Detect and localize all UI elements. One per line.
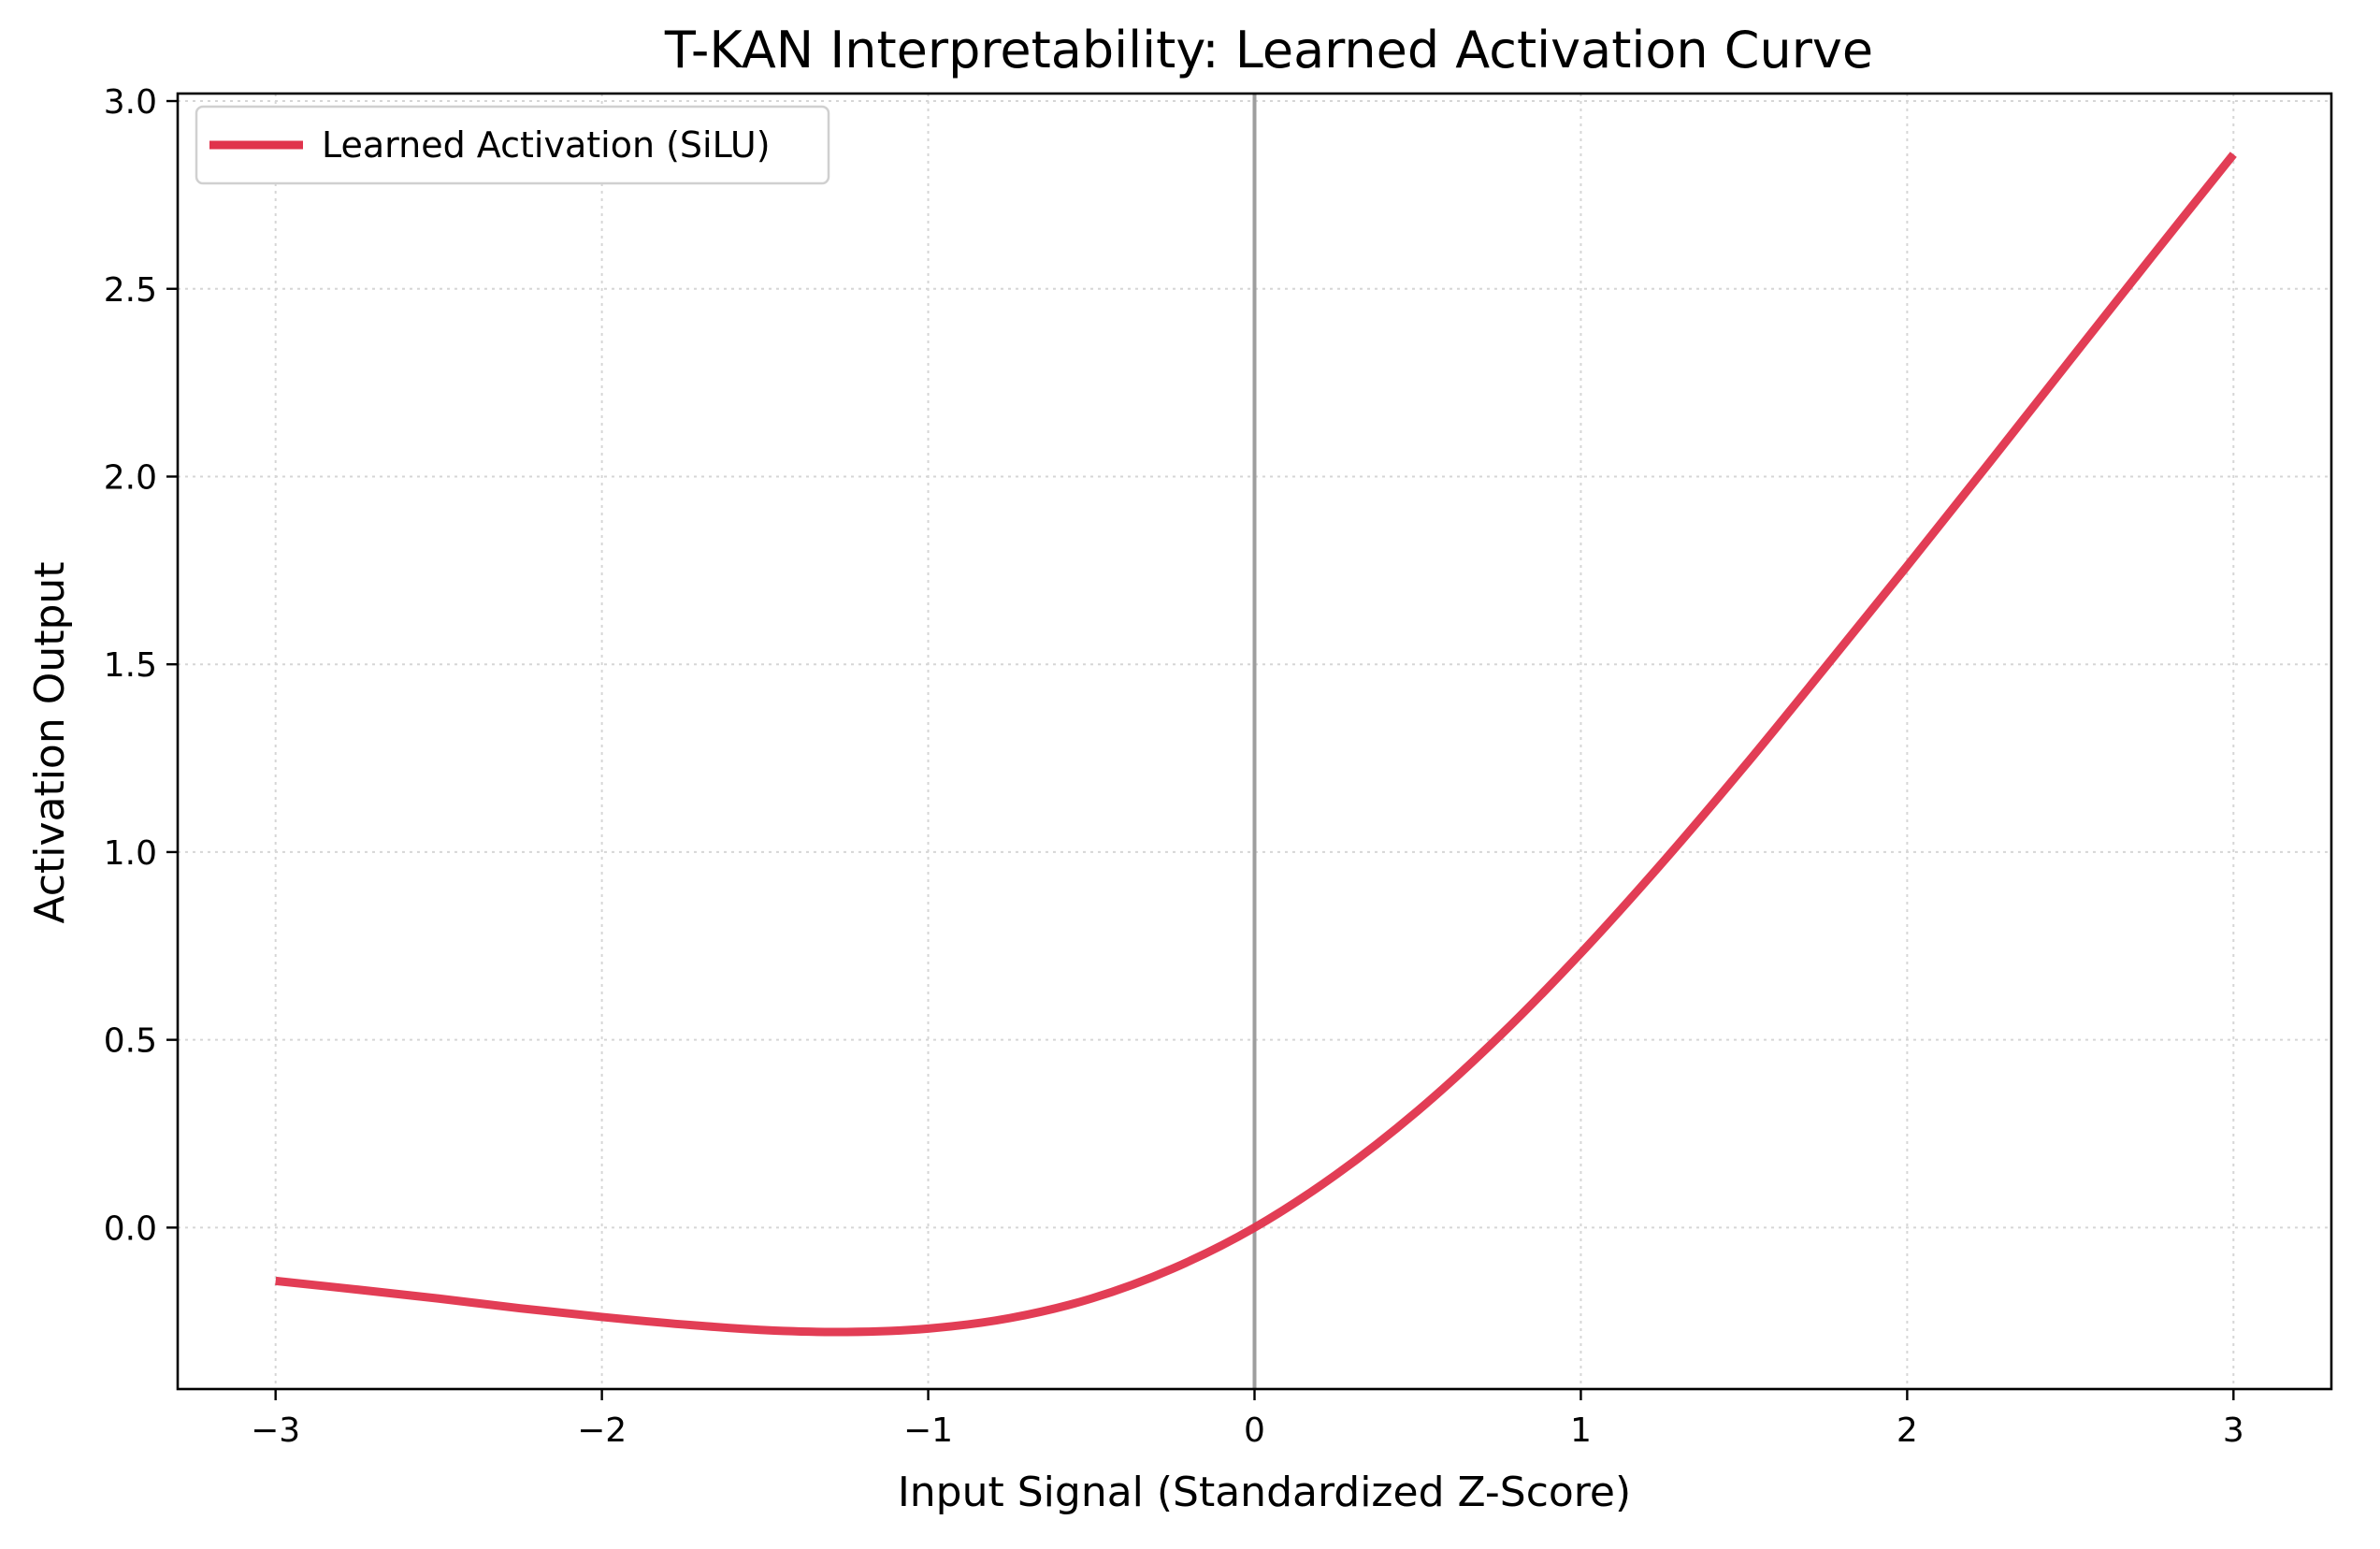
x-tick-label: −1	[903, 1411, 953, 1450]
x-tick-label: 3	[2223, 1411, 2244, 1450]
legend: Learned Activation (SiLU)	[195, 105, 830, 185]
axis-ticks: −3 −2 −1 0 1 2 3 0.0 0.5 1.0 1.5 2.0 2.5 3.0	[104, 83, 2244, 1450]
x-tick-label: −3	[251, 1411, 300, 1450]
chart-title: T-KAN Interpretability: Learned Activati…	[664, 21, 1873, 80]
x-tick-label: 0	[1244, 1411, 1265, 1450]
x-axis-title: Input Signal (Standardized Z-Score)	[898, 1469, 1631, 1516]
series-layer	[275, 152, 2237, 1337]
y-tick-label: 2.0	[104, 458, 157, 497]
y-axis-title: Activation Output	[26, 561, 74, 923]
y-tick-label: 1.0	[104, 834, 157, 873]
legend-label-learned-activation: Learned Activation (SiLU)	[322, 124, 771, 166]
series-line-learned-activation	[275, 152, 2237, 1337]
y-tick-label: 3.0	[104, 83, 157, 122]
y-tick-label: 0.0	[104, 1209, 157, 1248]
x-tick-label: 1	[1570, 1411, 1592, 1450]
legend-box	[195, 105, 830, 185]
y-tick-label: 1.5	[104, 646, 157, 685]
y-tick-label: 2.5	[104, 271, 157, 310]
y-tick-label: 0.5	[104, 1022, 157, 1061]
x-tick-label: 2	[1897, 1411, 1918, 1450]
x-tick-label: −2	[577, 1411, 627, 1450]
